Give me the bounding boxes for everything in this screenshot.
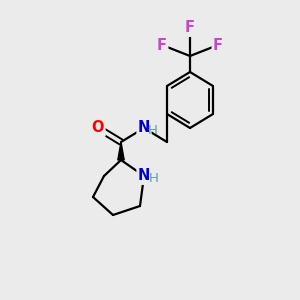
Text: H: H	[148, 124, 158, 137]
Polygon shape	[118, 142, 124, 160]
Text: F: F	[157, 38, 167, 52]
Text: F: F	[213, 38, 223, 52]
Text: N: N	[138, 169, 150, 184]
Text: N: N	[138, 121, 150, 136]
Text: F: F	[157, 38, 167, 52]
Text: F: F	[213, 38, 223, 52]
Text: F: F	[185, 20, 195, 35]
Text: O: O	[92, 121, 104, 136]
Text: N: N	[138, 169, 150, 184]
Text: O: O	[92, 121, 104, 136]
Text: N: N	[138, 121, 150, 136]
Text: F: F	[185, 20, 195, 35]
Text: H: H	[149, 172, 159, 185]
